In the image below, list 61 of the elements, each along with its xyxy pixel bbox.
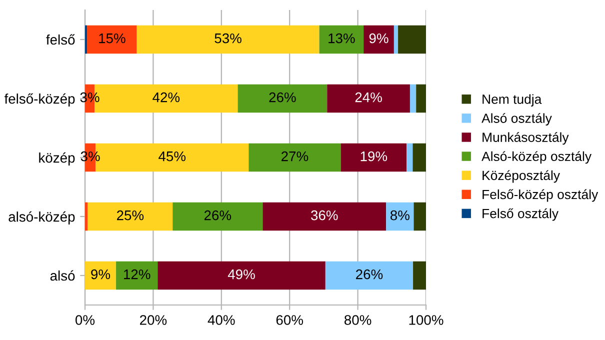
data-label: 53%	[214, 33, 242, 44]
bar	[88, 202, 173, 231]
bar	[238, 84, 328, 113]
data-label: 8%	[390, 210, 410, 220]
data-label: 24%	[355, 92, 382, 102]
legend-label: Alsó-közép osztály	[482, 151, 592, 164]
bar	[116, 261, 158, 290]
y-tick-label: közép	[39, 152, 75, 166]
data-label: 9%	[369, 33, 388, 44]
x-tick-label: 40%	[208, 315, 235, 325]
bar	[414, 202, 426, 231]
bar	[319, 25, 364, 54]
data-label: 49%	[228, 269, 255, 280]
data-label: 45%	[158, 151, 186, 162]
x-tick-label: 20%	[140, 315, 167, 325]
legend-label: Felső osztály	[482, 208, 559, 221]
legend-label: Nem tudja	[482, 94, 542, 106]
data-label: 26%	[356, 269, 383, 280]
x-tick-label: 0%	[76, 315, 95, 325]
x-tick-label: 80%	[344, 315, 372, 325]
bar	[248, 143, 341, 172]
data-label: 19%	[360, 151, 388, 162]
bar	[410, 84, 416, 113]
bar	[85, 261, 116, 290]
bar	[416, 84, 426, 113]
bar	[412, 143, 426, 172]
data-label: 36%	[311, 210, 338, 220]
y-tick-label: alsó	[50, 270, 75, 281]
data-label: 26%	[204, 210, 232, 220]
bar	[406, 143, 413, 172]
bar	[364, 25, 394, 54]
bar	[413, 261, 426, 290]
data-label: 25%	[116, 210, 144, 220]
bar	[325, 261, 414, 290]
data-label: 27%	[282, 151, 308, 162]
data-label: 12%	[124, 269, 150, 280]
bar	[85, 202, 88, 231]
bar	[386, 202, 414, 231]
bar	[172, 202, 263, 231]
legend-label: Felső-közép osztály	[482, 189, 598, 202]
bar	[136, 25, 320, 54]
bar	[158, 261, 326, 290]
data-label: 42%	[152, 92, 180, 102]
bar	[87, 25, 137, 54]
legend-label: Középosztály	[482, 170, 560, 183]
y-tick-label: felső-közép	[4, 93, 75, 106]
data-label: 15%	[99, 33, 126, 44]
bar	[394, 25, 398, 54]
bar	[327, 84, 410, 113]
y-tick-label: felső	[46, 34, 75, 45]
data-label: 13%	[328, 33, 355, 44]
x-tick-label: 60%	[276, 315, 304, 325]
legend-label: Alsó osztály	[482, 113, 552, 126]
data-label: 26%	[269, 92, 296, 102]
legend-label: Munkásosztály	[482, 132, 569, 145]
bar	[340, 143, 407, 172]
bar	[398, 25, 426, 54]
x-tick-label: 100%	[409, 315, 444, 325]
data-label: 9%	[91, 269, 110, 280]
bar	[262, 202, 386, 231]
y-tick-label: alsó-közép	[8, 211, 75, 224]
